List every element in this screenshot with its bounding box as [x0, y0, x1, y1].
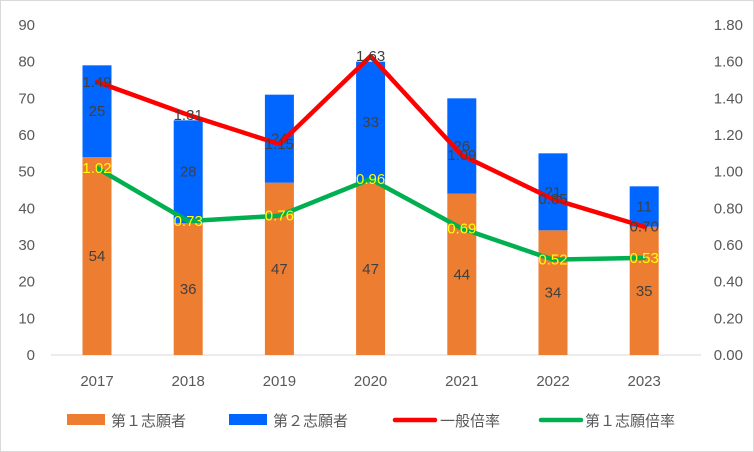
legend-general-ratio-label: 一般倍率 [440, 412, 500, 430]
line-data-label-general-ratio: 1.15 [265, 136, 294, 153]
bar-data-label-first-choice: 44 [453, 266, 470, 283]
bar-segment-first-choice[interactable] [173, 223, 203, 355]
x-tick-label: 2022 [536, 373, 569, 390]
y-right-tick-label: 0.80 [714, 200, 743, 217]
y-left-tick-label: 20 [18, 274, 35, 291]
y-left-tick-label: 30 [18, 237, 35, 254]
y-right-tick-label: 1.00 [714, 164, 743, 181]
y-left-tick-label: 50 [18, 164, 35, 181]
legend-second-choice-label: 第２志願者 [273, 412, 348, 430]
bar-segment-first-choice[interactable] [538, 230, 568, 355]
bar-data-label-second-choice: 28 [180, 164, 197, 181]
y-right-tick-label: 0.40 [714, 274, 743, 291]
bar-segment-second-choice[interactable] [629, 186, 659, 227]
bar-segment-second-choice[interactable] [264, 94, 294, 183]
y-left-tick-label: 40 [18, 200, 35, 217]
line-general-ratio[interactable] [94, 53, 647, 229]
legend-first-choice-label: 第１志願者 [111, 412, 186, 430]
line-data-label-first-choice-ratio: 0.53 [630, 250, 659, 267]
y-right-tick-label: 1.40 [714, 90, 743, 107]
y-left-tick-label: 70 [18, 90, 35, 107]
y-left-tick-label: 80 [18, 54, 35, 71]
bar-data-label-second-choice: 25 [89, 103, 106, 120]
line-data-label-general-ratio: 1.63 [356, 48, 385, 65]
line-data-label-general-ratio: 1.49 [82, 74, 111, 91]
bar-data-label-first-choice: 34 [545, 285, 562, 302]
y-right-tick-label: 0.60 [714, 237, 743, 254]
y-right-tick-label: 1.60 [714, 54, 743, 71]
y-left-tick-label: 90 [18, 17, 35, 34]
x-tick-label: 2020 [354, 373, 387, 390]
x-tick-label: 2018 [172, 373, 205, 390]
line-data-label-first-choice-ratio: 0.73 [174, 213, 203, 230]
line-data-label-first-choice-ratio: 0.76 [265, 208, 294, 225]
line-data-label-general-ratio: 0.85 [538, 191, 567, 208]
bar-data-label-first-choice: 36 [180, 281, 197, 298]
line-data-label-general-ratio: 1.09 [447, 147, 476, 164]
bar-segment-second-choice[interactable] [538, 153, 568, 231]
x-tick-label: 2023 [628, 373, 661, 390]
y-right-tick-label: 1.80 [714, 17, 743, 34]
line-data-label-general-ratio: 1.31 [174, 107, 203, 124]
y-left-tick-label: 0 [27, 347, 35, 364]
bar-data-label-first-choice: 47 [271, 261, 288, 278]
bar-segment-first-choice[interactable] [629, 226, 659, 355]
line-first-choice-ratio[interactable] [94, 165, 647, 262]
bar-data-label-first-choice: 54 [89, 248, 106, 265]
x-tick-label: 2017 [80, 373, 113, 390]
line-data-label-first-choice-ratio: 1.02 [82, 160, 111, 177]
bar-data-label-second-choice: 11 [636, 199, 652, 216]
bar-segment-second-choice[interactable] [356, 61, 386, 183]
x-tick-label: 2019 [263, 373, 296, 390]
bar-data-label-second-choice: 33 [362, 114, 379, 131]
bar-segment-second-choice[interactable] [173, 120, 203, 223]
y-right-tick-label: 1.20 [714, 127, 743, 144]
y-left-tick-label: 60 [18, 127, 35, 144]
bar-data-label-first-choice: 47 [362, 261, 379, 278]
y-right-tick-label: 0.20 [714, 310, 743, 327]
bar-data-label-first-choice: 35 [636, 283, 653, 300]
line-data-label-first-choice-ratio: 0.96 [356, 171, 385, 188]
bar-segment-first-choice[interactable] [447, 193, 477, 355]
legend-first-choice-swatch [67, 414, 105, 425]
legend-second-choice-swatch [229, 414, 267, 425]
line-data-label-first-choice-ratio: 0.52 [538, 252, 567, 269]
x-tick-label: 2021 [445, 373, 478, 390]
bar-segment-first-choice[interactable] [82, 157, 112, 355]
legend-first-choice-ratio-label: 第１志願倍率 [585, 412, 675, 430]
bar-segment-first-choice[interactable] [356, 182, 386, 355]
line-data-label-first-choice-ratio: 0.69 [447, 221, 476, 238]
y-left-tick-label: 10 [18, 310, 35, 327]
y-right-tick-label: 0.00 [714, 347, 743, 364]
line-data-label-general-ratio: 0.70 [630, 219, 659, 236]
